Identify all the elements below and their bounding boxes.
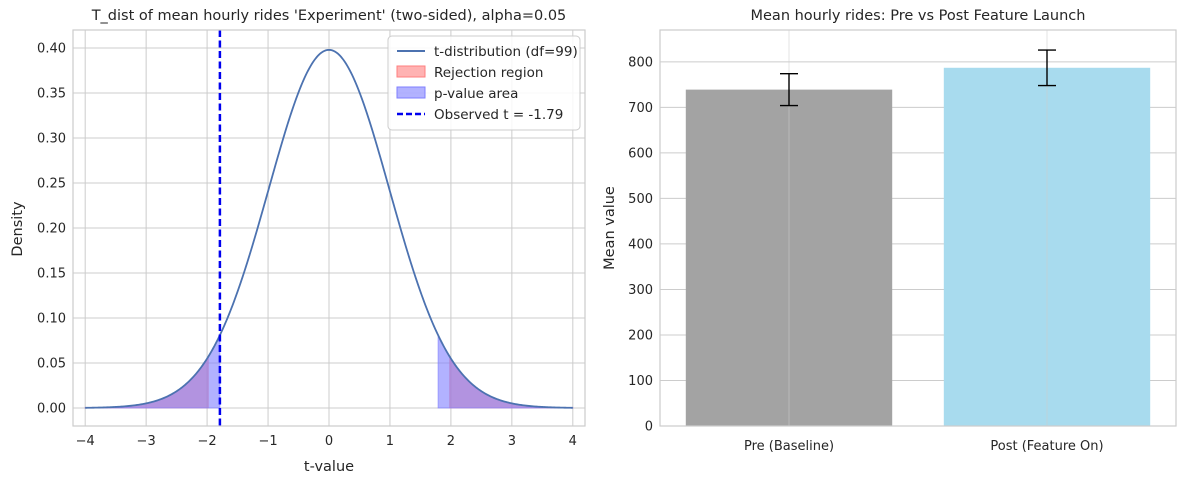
left-chart-title: T_dist of mean hourly rides 'Experiment'… <box>91 8 567 24</box>
left-x-tick-label: 4 <box>569 434 577 449</box>
right-y-tick-label: 800 <box>628 55 653 70</box>
right-y-tick-label: 700 <box>628 101 653 116</box>
legend-swatch-p-value <box>396 86 426 99</box>
left-x-tick-label: −3 <box>137 434 156 449</box>
left-lines <box>85 30 573 426</box>
t-distribution-chart: T_dist of mean hourly rides 'Experiment'… <box>10 8 586 475</box>
legend-box <box>387 35 581 131</box>
left-x-tick-label: −1 <box>258 434 277 449</box>
left-x-tick-label: 3 <box>508 434 516 449</box>
left-y-tick-label: 0.10 <box>37 312 66 327</box>
bar-chart: Mean hourly rides: Pre vs Post Feature L… <box>602 8 1177 454</box>
right-x-ticks: Pre (Baseline) Post (Feature On) <box>744 439 1104 454</box>
right-y-ticks: 0 100 200 300 400 500 600 700 800 <box>628 55 653 434</box>
left-y-tick-label: 0.15 <box>37 267 66 282</box>
left-y-tick-label: 0.00 <box>37 402 66 417</box>
left-x-tick-label: −2 <box>198 434 217 449</box>
left-y-tick-label: 0.20 <box>37 222 66 237</box>
left-x-ticks: −4 −3 −2 −1 0 1 2 3 4 <box>76 434 577 449</box>
left-gridlines <box>73 30 585 426</box>
left-y-axis-label: Density <box>10 201 26 257</box>
legend-label-p-value-area: p-value area <box>434 86 518 102</box>
t-distribution-curve <box>85 48 573 409</box>
left-x-tick-label: −4 <box>76 434 95 449</box>
right-y-tick-label: 500 <box>628 192 653 207</box>
right-chart-title: Mean hourly rides: Pre vs Post Feature L… <box>751 8 1086 24</box>
left-y-tick-label: 0.30 <box>37 132 66 147</box>
left-y-tick-label: 0.05 <box>37 357 66 372</box>
left-x-tick-label: 0 <box>325 434 333 449</box>
right-x-tick-label: Post (Feature On) <box>990 439 1103 454</box>
right-y-tick-label: 600 <box>628 146 653 161</box>
left-y-tick-label: 0.35 <box>37 87 66 102</box>
right-plot-frame <box>659 29 1177 427</box>
left-y-tick-label: 0.40 <box>37 42 66 57</box>
legend-label-t-distribution: t-distribution (df=99) <box>434 44 578 60</box>
left-x-axis-label: t-value <box>304 459 354 475</box>
legend-label-rejection-region: Rejection region <box>434 65 543 81</box>
left-legend: t-distribution (df=99) Rejection region … <box>387 35 581 131</box>
legend-label-observed-t: Observed t = -1.79 <box>434 107 563 123</box>
right-y-tick-label: 300 <box>628 283 653 298</box>
left-y-ticks: 0.00 0.05 0.10 0.15 0.20 0.25 0.30 0.35 0.40 <box>37 42 66 417</box>
right-y-tick-label: 200 <box>628 328 653 343</box>
right-x-tick-label: Pre (Baseline) <box>744 439 834 454</box>
left-x-tick-label: 2 <box>447 434 455 449</box>
right-y-tick-label: 0 <box>645 420 653 435</box>
left-plot-frame <box>72 29 586 427</box>
right-error-bars <box>780 49 1056 107</box>
left-x-tick-label: 1 <box>386 434 394 449</box>
right-y-tick-label: 400 <box>628 237 653 252</box>
left-y-tick-label: 0.25 <box>37 177 66 192</box>
legend-swatch-rejection <box>396 65 426 78</box>
right-y-axis-label: Mean value <box>602 186 618 270</box>
right-y-tick-label: 100 <box>628 374 653 389</box>
